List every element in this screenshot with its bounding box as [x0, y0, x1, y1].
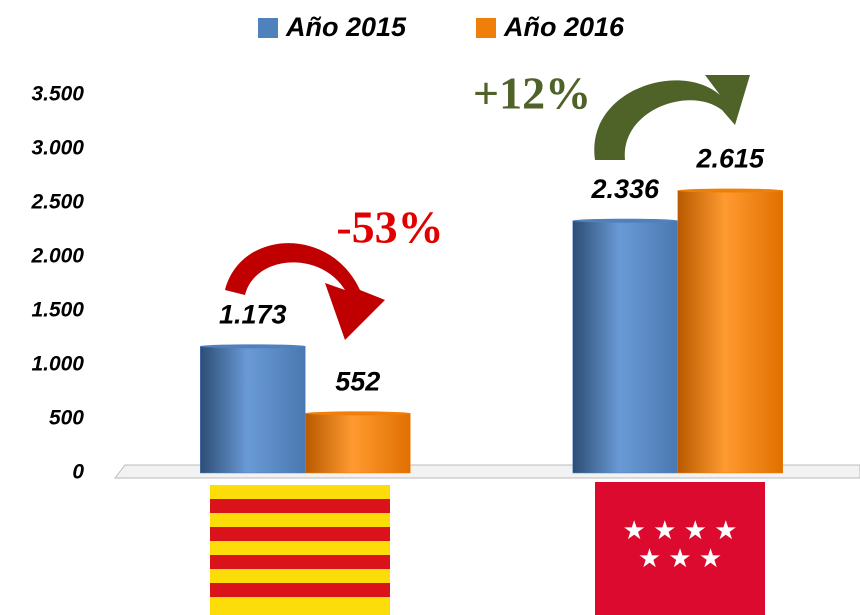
y-tick-label: 0 [72, 461, 84, 484]
y-tick-label: 3.000 [31, 137, 84, 160]
bar [200, 346, 306, 474]
annotation: +12% [473, 68, 591, 119]
flag-catalonia [210, 485, 390, 615]
bar [305, 413, 411, 474]
y-tick-label: 2.000 [30, 245, 84, 268]
bar-top [572, 218, 678, 223]
bar [572, 220, 678, 474]
y-tick-label: 500 [49, 407, 84, 430]
y-tick-label: 3.500 [31, 83, 84, 106]
arrow-down [225, 243, 385, 340]
value-label: 1.173 [219, 299, 287, 329]
legend-label: Año 2016 [503, 12, 625, 42]
arrow-up [594, 75, 750, 160]
legend-label: Año 2015 [285, 12, 407, 42]
y-tick-label: 1.000 [31, 353, 84, 376]
bar [677, 190, 783, 474]
svg-text:★ ★ ★ ★: ★ ★ ★ ★ [623, 515, 738, 545]
annotation: -53% [336, 202, 443, 253]
y-tick-label: 2.500 [30, 191, 84, 214]
legend-swatch [476, 18, 496, 38]
svg-text:★ ★ ★: ★ ★ ★ [638, 543, 722, 573]
bar-top [305, 411, 411, 416]
value-label: 2.336 [590, 174, 660, 204]
flag-madrid: ★ ★ ★ ★ ★ ★ ★ [595, 482, 765, 615]
value-label: 2.615 [695, 144, 765, 174]
value-label: 552 [335, 367, 380, 397]
legend-swatch [258, 18, 278, 38]
bar-top [200, 344, 306, 349]
y-tick-label: 1.500 [31, 299, 84, 322]
bar-top [677, 188, 783, 193]
